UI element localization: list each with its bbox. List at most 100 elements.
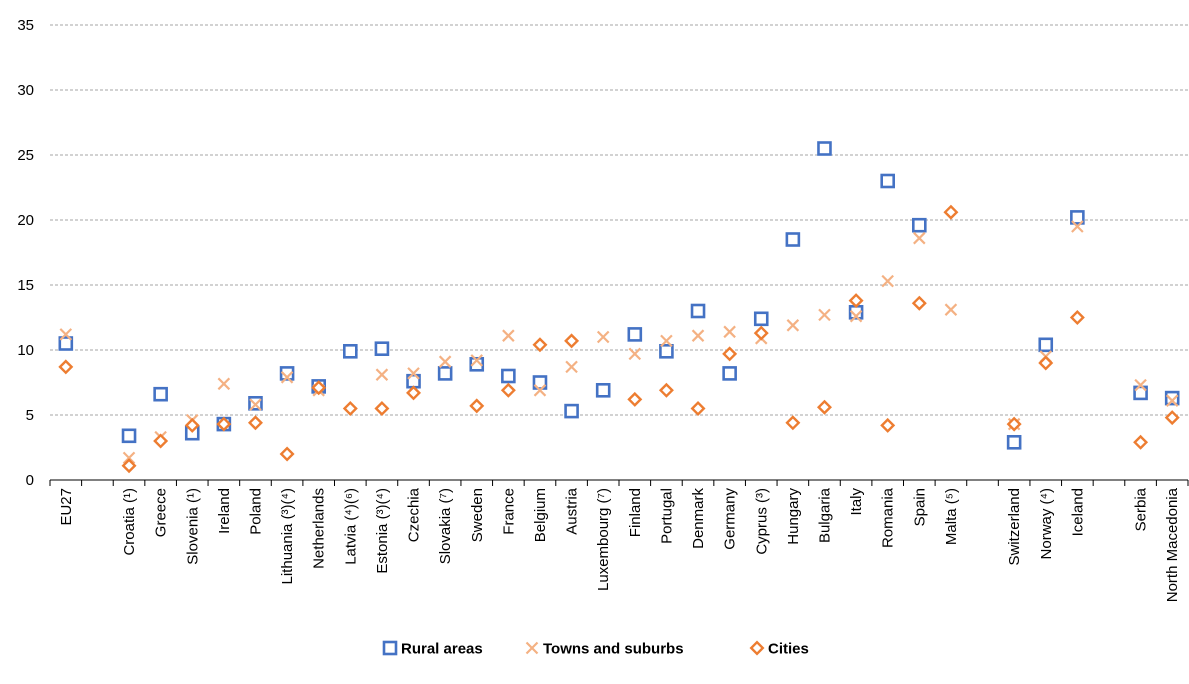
data-point [532,375,548,390]
data-point [470,354,484,367]
data-point [880,417,896,433]
data-point [1071,220,1084,233]
data-point [1006,416,1022,432]
data-point [280,371,294,384]
y-tick-label: 5 [26,407,34,424]
data-point [753,325,769,341]
data-point [658,382,674,398]
data-point [217,377,231,391]
x-category-label: Ireland [216,488,233,534]
data-point [690,303,706,319]
data-point [1134,378,1147,392]
data-point [1038,337,1054,353]
data-point [912,217,927,233]
data-point [374,341,390,357]
y-axis: 0 5 10 15 20 25 30 35 [17,17,34,489]
data-point [690,401,706,416]
legend-label: Towns and suburbs [543,641,684,658]
x-category-label: Finland [627,488,644,537]
data-point [911,295,927,311]
y-tick-label: 30 [17,82,34,99]
data-point [122,451,136,465]
data-point [501,368,516,384]
x-category-label: Poland [247,488,264,535]
data-point [722,366,737,381]
x-category-label: Cyprus (³) [753,488,770,555]
legend-label: Cities [768,641,809,658]
data-point [311,380,327,396]
x-category-label: Switzerland [1006,488,1023,566]
data-point [848,293,864,309]
y-tick-label: 35 [17,17,34,34]
data-point [1070,210,1085,225]
gridlines [50,24,1188,416]
data-point [121,458,137,474]
data-point [407,367,420,380]
data-points [58,141,1180,474]
x-category-label: Bulgaria [816,487,833,543]
data-point [58,359,74,375]
x-category-label: Sweden [469,488,486,542]
legend-marker [525,641,539,655]
x-category-label: Italy [848,488,865,516]
x-category-label: Greece [153,488,170,537]
data-point [533,384,547,397]
data-point [342,401,358,416]
data-point [375,368,389,381]
data-point [880,173,895,189]
data-point [659,343,674,359]
data-point [785,232,801,247]
data-point [1164,390,1180,406]
x-category-label: Germany [722,488,739,550]
x-category-label: Spain [911,488,928,526]
data-point [532,337,548,353]
x-category-label: Denmark [690,488,707,549]
x-category-label: Estonia (³)(⁴) [374,488,391,574]
data-point [944,303,958,316]
data-point [438,355,452,368]
data-point [279,446,295,462]
data-point [343,343,358,359]
data-point [58,336,74,351]
series-cities [58,204,1180,474]
data-point [121,428,137,444]
data-point [59,328,73,341]
x-category-label: France [500,488,517,535]
legend-label: Rural areas [401,641,483,658]
data-point [1069,310,1085,325]
x-category-label: Malta (⁵) [943,488,960,545]
data-point [785,415,801,431]
y-tick-label: 15 [17,277,34,294]
data-point [184,417,200,433]
data-point [437,366,453,381]
data-point [502,329,515,342]
data-point [943,204,959,220]
data-point [660,334,673,348]
data-point [691,329,705,342]
data-point [913,231,926,245]
data-point [1133,434,1149,450]
x-category-label: Luxembourg (⁷) [595,488,612,591]
data-point [1038,355,1054,371]
data-point [153,386,168,402]
data-point [406,385,422,401]
x-category-label: Romania [880,487,897,548]
series-towns-and-suburbs [59,220,1179,465]
data-point [500,382,516,398]
data-point [1006,434,1022,450]
data-point [628,347,642,361]
legend: Rural areas Towns and suburbs Cities [382,641,809,658]
data-point [627,327,643,342]
x-category-label: Czechia [406,487,423,542]
y-tick-label: 10 [17,342,34,359]
x-category-label: Slovenia (¹) [184,488,201,565]
x-category-label: Lithuania (³)(⁴) [279,488,296,584]
y-tick-label: 25 [17,147,34,164]
x-category-label: Portugal [658,488,675,544]
y-tick-label: 0 [26,472,34,489]
data-point [627,391,643,407]
x-category-label: Serbia [1133,487,1150,531]
x-category-label: North Macedonia [1164,487,1181,602]
y-tick-label: 20 [17,212,34,229]
